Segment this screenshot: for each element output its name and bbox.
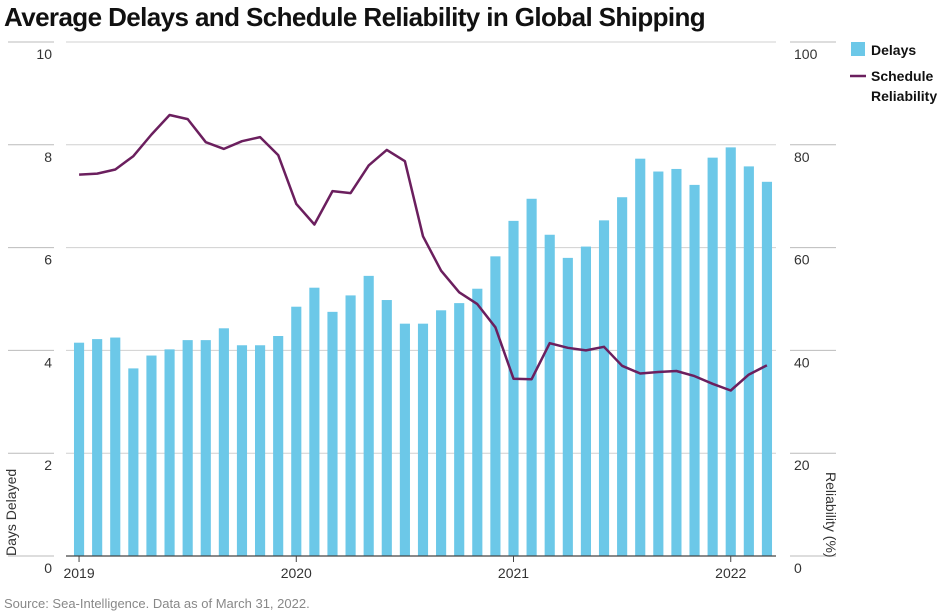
x-tick-label: 2020: [281, 565, 312, 581]
delay-bar: [544, 234, 555, 556]
delay-bar: [273, 336, 284, 556]
axes: 0 0 2 20 4 40 6 60 8 80 10 100 2019 2020 2021 2022 Days …: [3, 46, 839, 581]
x-tick-label: 2022: [715, 565, 746, 581]
y-left-tick-label: 8: [44, 149, 52, 165]
delay-bar: [635, 158, 646, 557]
x-tick-label: 2019: [63, 565, 94, 581]
y-left-tick-label: 2: [44, 457, 52, 473]
delay-bar: [164, 349, 175, 556]
delay-bar: [562, 257, 573, 556]
y-left-tick-label: 4: [44, 354, 52, 370]
legend-delays-swatch: [851, 42, 865, 56]
delay-bar: [363, 275, 374, 556]
delay-bar: [707, 157, 718, 556]
y-right-tick-label: 20: [794, 457, 810, 473]
delay-bar: [671, 168, 682, 556]
delay-bar: [399, 323, 410, 556]
y-left-axis-title: Days Delayed: [3, 469, 19, 556]
delay-bar: [725, 147, 736, 556]
delay-bar: [472, 288, 483, 556]
delay-bar: [146, 355, 157, 556]
delay-bar: [182, 340, 193, 556]
source-note: Source: Sea-Intelligence. Data as of Mar…: [4, 596, 310, 611]
y-left-tick-label: 6: [44, 252, 52, 268]
delay-bar: [255, 345, 266, 556]
y-right-axis-title: Reliability (%): [823, 472, 839, 558]
delay-bar: [580, 246, 591, 556]
delay-bar: [291, 306, 302, 556]
delay-bar: [436, 310, 447, 556]
delay-bar: [92, 339, 103, 556]
y-right-tick-label: 40: [794, 354, 810, 370]
delay-bar: [598, 220, 610, 556]
y-left-tick-label: 0: [44, 560, 52, 576]
legend-delays-label: Delays: [871, 42, 916, 58]
chart-title: Average Delays and Schedule Reliability …: [4, 2, 706, 32]
delay-bar: [617, 197, 628, 556]
delay-bar: [689, 184, 700, 556]
x-tick-label: 2021: [498, 565, 529, 581]
delay-bar: [110, 337, 121, 556]
delay-bar: [490, 256, 501, 556]
delay-bar: [128, 368, 139, 556]
reliability-line-group: [79, 113, 768, 392]
delay-bar: [236, 345, 248, 556]
legend-reliability-label: Schedule Reliability: [871, 68, 937, 104]
legend: Delays Schedule Reliability: [850, 42, 937, 104]
delay-bar: [309, 287, 320, 556]
y-left-tick-label: 10: [36, 46, 52, 62]
y-right-tick-label: 100: [794, 46, 818, 62]
delay-bar: [73, 342, 85, 556]
delay-bar: [200, 340, 211, 556]
delay-bar: [761, 181, 773, 557]
delay-bar: [417, 323, 429, 556]
delay-bar: [345, 295, 356, 556]
delay-bar: [218, 328, 229, 556]
y-right-tick-label: 60: [794, 252, 810, 268]
y-right-tick-label: 80: [794, 149, 810, 165]
delay-bar: [653, 171, 664, 556]
delay-bar: [743, 166, 754, 556]
delay-bar: [508, 220, 519, 556]
y-right-tick-label: 0: [794, 560, 802, 576]
delay-bar: [381, 300, 392, 556]
reliability-line: [79, 113, 768, 392]
delay-bar: [327, 311, 338, 556]
delay-bar: [454, 303, 465, 556]
delays-bars: [73, 147, 773, 557]
